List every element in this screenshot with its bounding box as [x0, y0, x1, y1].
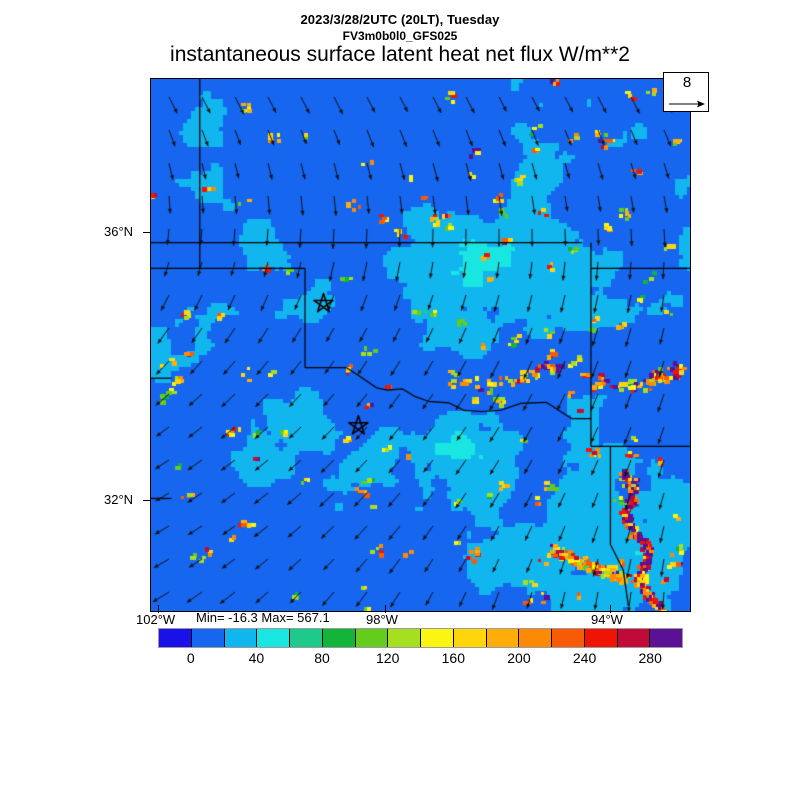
date-title: 2023/3/28/2UTC (20LT), Tuesday — [300, 12, 500, 27]
page-title: instantaneous surface latent heat net fl… — [170, 43, 630, 66]
colorbar-tick-80: 80 — [314, 650, 330, 666]
colorbar-tick-labels: 0 40 80 120 160 200 240 280 — [158, 650, 683, 668]
flux-heatmap-canvas — [151, 79, 690, 611]
lon-label-94: 94°W — [591, 612, 623, 627]
colorbar-segment-6 — [355, 629, 389, 647]
colorbar-segment-9 — [453, 629, 487, 647]
lon-label-102: 102°W — [136, 612, 176, 627]
lat-label-32: 32°N — [104, 492, 134, 507]
lon-tick-94 — [610, 605, 611, 613]
colorbar-segment-12 — [552, 629, 585, 647]
lat-tick-36 — [143, 232, 151, 233]
colorbar-tick-240: 240 — [572, 650, 597, 666]
lat-tick-32 — [143, 500, 151, 501]
colorbar-segment-5 — [322, 629, 356, 647]
model-title: FV3m0b0l0_GFS025 — [342, 29, 458, 43]
colorbar-segment-10 — [486, 629, 520, 647]
colorbar-segment-14 — [617, 629, 651, 647]
colorbar-segment-8 — [421, 629, 454, 647]
colorbar-segment-0 — [159, 629, 192, 647]
colorbar-segment-2 — [224, 629, 258, 647]
right-arrow-icon — [669, 100, 705, 108]
colorbar-segment-7 — [388, 629, 421, 647]
colorbar-segment-1 — [191, 629, 225, 647]
lon-label-98: 98°W — [366, 612, 398, 627]
reference-vector-legend: 8 — [663, 72, 709, 112]
reference-vector-value: 8 — [682, 74, 692, 91]
minmax-stats: Min= -16.3 Max= 567.1 — [196, 610, 330, 625]
colorbar-tick-0: 0 — [186, 650, 195, 666]
colorbar-tick-40: 40 — [248, 650, 265, 666]
colorbar-tick-280: 280 — [638, 650, 662, 666]
colorbar-segment-13 — [584, 629, 618, 647]
lon-tick-102 — [158, 605, 159, 613]
lat-label-36: 36°N — [104, 224, 134, 239]
colorbar-tick-200: 200 — [507, 650, 531, 666]
colorbar-tick-120: 120 — [376, 650, 400, 666]
colorbar[interactable] — [158, 628, 683, 648]
colorbar-segment-11 — [519, 629, 552, 647]
lon-tick-98 — [385, 605, 386, 613]
colorbar-tick-160: 160 — [441, 650, 465, 666]
map-plot-area[interactable] — [150, 78, 691, 612]
colorbar-segment-15 — [650, 629, 682, 647]
colorbar-segment-3 — [257, 629, 290, 647]
colorbar-segment-4 — [290, 629, 323, 647]
